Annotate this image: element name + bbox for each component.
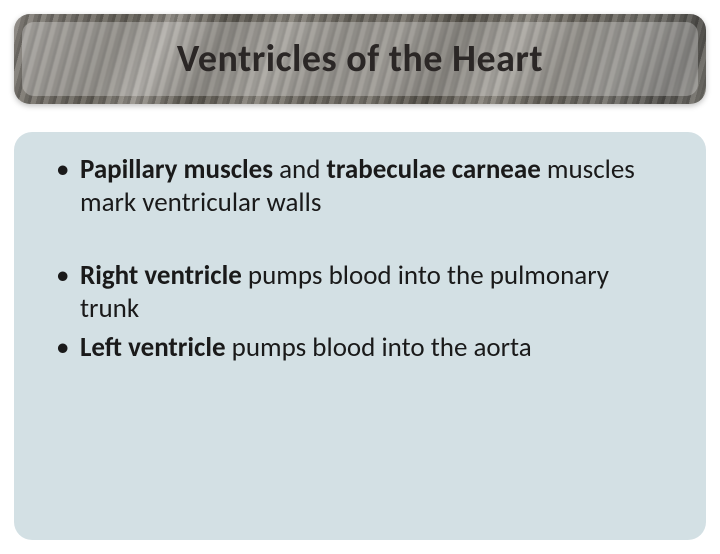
bullet-item: Left ventricle pumps blood into the aort… [50,332,670,365]
bullet-text: pumps blood into the aorta [226,331,532,364]
bullet-text-bold: Right ventricle [80,259,242,292]
bullet-item: Papillary muscles and trabeculae carneae… [50,154,670,220]
bullet-text-bold: Papillary muscles [80,153,273,186]
slide-title: Ventricles of the Heart [177,36,543,82]
bullet-text-bold: Left ventricle [80,331,226,364]
bullet-text-bold: trabeculae carneae [327,153,541,186]
title-banner: Ventricles of the Heart [14,14,706,104]
content-panel: Papillary muscles and trabeculae carneae… [14,132,706,540]
bullet-item: Right ventricle pumps blood into the pul… [50,260,670,326]
bullet-list-2: Right ventricle pumps blood into the pul… [50,260,670,365]
bullet-list-1: Papillary muscles and trabeculae carneae… [50,154,670,220]
title-banner-inner: Ventricles of the Heart [22,22,698,96]
spacer [50,226,670,260]
bullet-text: and [273,153,327,186]
